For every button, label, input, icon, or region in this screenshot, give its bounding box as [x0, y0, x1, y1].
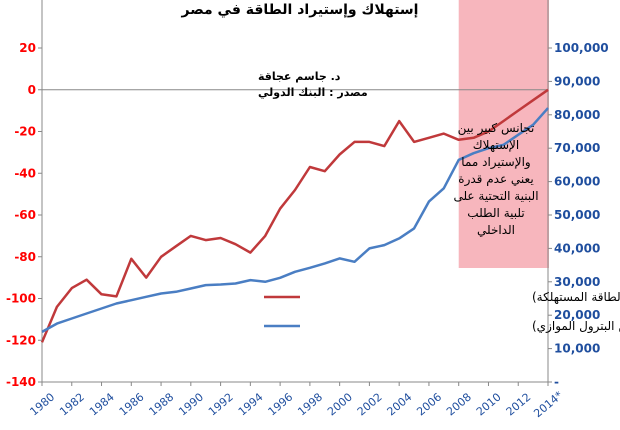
highlight-region-layer: [458, 0, 549, 268]
y-left-tick-label: 0: [28, 83, 36, 97]
callout-line: والإستيراد مما: [461, 155, 530, 170]
x-tick-label: 2008: [444, 390, 474, 418]
callout-line: البنية التحتية على: [453, 189, 538, 203]
x-tick-label: 2006: [414, 390, 444, 418]
x-tick-label: 1988: [146, 390, 176, 418]
callout-line: تجانس كبير بين: [458, 121, 535, 136]
legend: الإستيراد الصافي من الطاقة (% من الطاقة …: [264, 290, 620, 334]
y-right-tick-label: 70,000: [554, 141, 600, 155]
x-tick-label: 1996: [266, 390, 296, 418]
x-tick-label: 2000: [325, 390, 355, 418]
x-tick-label: 1994: [236, 390, 266, 418]
y-left-tick-label: -60: [14, 208, 36, 222]
x-tick-label: 2014*: [531, 388, 565, 420]
highlight-region: [458, 0, 549, 268]
y-right-tick-label: 80,000: [554, 108, 600, 122]
callout-annotation: تجانس كبير بين الإستهلاك والإستيراد مما يعن…: [453, 121, 538, 237]
legend-label-imports: الإستيراد الصافي من الطاقة (% من الطاقة …: [532, 290, 620, 305]
y-right-tick-label: 50,000: [554, 208, 600, 222]
y-right-tick-label: 60,000: [554, 175, 600, 189]
y-left-tick-label: -140: [6, 375, 36, 389]
callout-line: يعني عدم قدرة: [458, 172, 533, 187]
series-layer: [40, 88, 549, 343]
callout-line: الإستهلاك: [473, 138, 519, 152]
x-tick-label: 1998: [295, 390, 325, 418]
x-tick-label: 1986: [117, 390, 147, 418]
y-left-tick-label: -120: [6, 333, 36, 347]
y-left-tick-label: -100: [6, 292, 36, 306]
x-tick-label: 2010: [474, 390, 504, 418]
y-left-tick-label: -20: [14, 125, 36, 139]
callout-line: تلبية الطلب: [467, 206, 524, 220]
y-left-tick-label: -40: [14, 166, 36, 180]
y-right-tick-label: -: [554, 375, 559, 389]
x-tick-label: 2004: [385, 390, 415, 418]
callout-line: الداخلي: [477, 223, 515, 237]
x-tick-label: 1980: [27, 390, 57, 418]
series-line-net-imports: [40, 88, 549, 343]
author-note: د. جاسم عجاقة: [258, 70, 341, 83]
legend-label-consumption: إستهلاك الطاقة (كيلو طن من البترول الموا…: [532, 319, 620, 334]
y-right-tick-label: 30,000: [554, 275, 600, 289]
y-right-tick-label: 100,000: [554, 41, 609, 55]
y-left-tick-label: -80: [14, 250, 36, 264]
y-right-tick-label: 20,000: [554, 308, 600, 322]
x-tick-label: 1992: [206, 390, 236, 418]
chart-title: إستهلاك وإستيراد الطاقة في مصر: [181, 2, 419, 18]
y-right-tick-label: 90,000: [554, 74, 600, 88]
x-tick-label: 1990: [176, 390, 206, 418]
y-left-tick-label: 20: [19, 41, 36, 55]
x-tick-label: 1984: [87, 390, 117, 418]
x-tick-label: 2012: [504, 390, 534, 418]
y-right-tick-label: 40,000: [554, 241, 600, 255]
x-tick-label: 2002: [355, 390, 385, 418]
series-line-consumption: [41, 107, 549, 333]
x-tick-label: 1982: [57, 390, 87, 418]
source-note: مصدر : البنك الدولي: [258, 86, 368, 99]
axes-layer: [41, 0, 549, 383]
y-right-tick-label: 10,000: [554, 342, 600, 356]
